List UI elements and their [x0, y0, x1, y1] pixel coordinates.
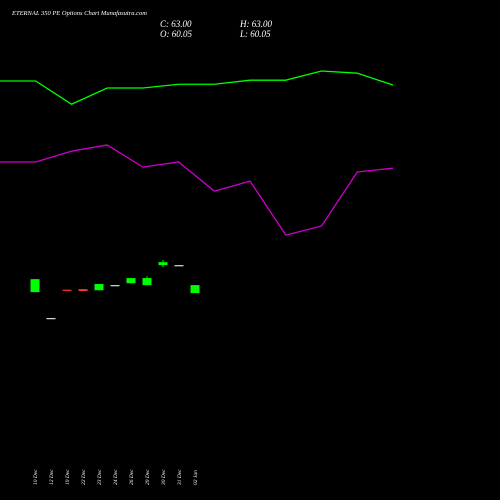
candle-body [78, 289, 88, 292]
x-tick-label: 23 Dec [97, 469, 103, 485]
x-tick-label: 30 Dec [161, 469, 167, 486]
candle-body [62, 289, 72, 291]
open-label: O: 60.05 [160, 29, 192, 39]
x-tick-label: 10 Dec [33, 469, 39, 485]
candle-body [174, 265, 184, 267]
close-label: C: 63.00 [160, 19, 192, 29]
x-tick-label: 29 Dec [145, 469, 151, 485]
high-label: H: 63.00 [239, 19, 272, 29]
low-label: L: 60.05 [239, 29, 271, 39]
candle-body [30, 279, 40, 293]
candle-body [126, 278, 136, 284]
candle-body [46, 318, 56, 320]
candle-body [110, 285, 120, 287]
candle-body [190, 285, 200, 294]
x-tick-label: 24 Dec [112, 469, 119, 485]
x-tick-label: 19 Dec [65, 469, 71, 485]
x-tick-label: 12 Dec [49, 469, 55, 485]
line-series [0, 144, 394, 236]
candle-body [142, 278, 152, 286]
x-tick-label: 02 Jan [193, 470, 199, 485]
candle-body [94, 284, 104, 291]
x-tick-label: 26 Dec [129, 469, 135, 485]
x-tick-label: 31 Dec [177, 469, 183, 486]
line-series [0, 70, 394, 105]
chart-title: ETERNAL 350 PE Options Chart Munafasutra… [11, 10, 147, 17]
candle-body [158, 262, 168, 266]
x-tick-label: 22 Dec [81, 469, 87, 485]
